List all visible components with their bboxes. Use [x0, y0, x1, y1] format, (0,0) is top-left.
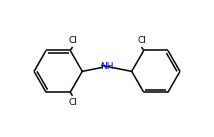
Text: NH: NH [100, 62, 114, 71]
Text: Cl: Cl [68, 36, 77, 45]
Text: Cl: Cl [137, 36, 146, 45]
Text: Cl: Cl [68, 98, 77, 107]
